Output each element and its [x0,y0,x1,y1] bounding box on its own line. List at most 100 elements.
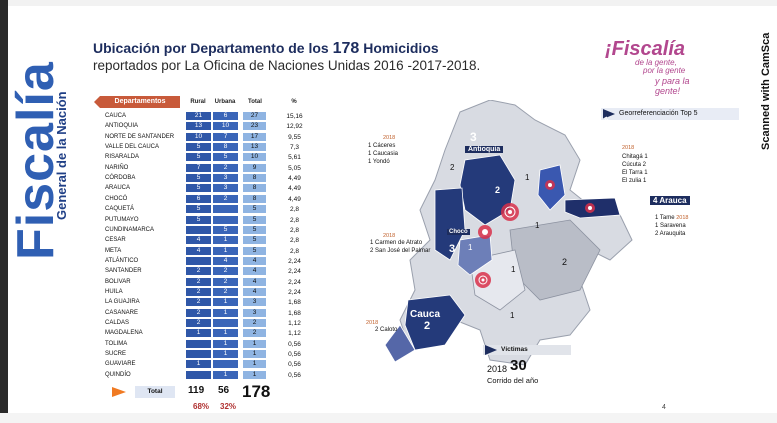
row-rural [186,339,211,348]
table-row: NARIÑO 7 2 9 5,05 [100,163,315,173]
choco-item: 1 Carmen de Atrato [370,240,423,246]
victimas-caption: Corrido del año [487,376,539,385]
row-urbana: 7 [213,132,238,141]
table-row: BOLIVAR 2 2 4 2,24 [100,277,315,287]
row-department: CHOCÓ [105,195,128,202]
antioquia-year: 2018 [383,135,396,141]
total-label: Total [135,386,175,398]
target-arauca [585,203,595,213]
row-department: SANTANDER [105,268,142,275]
row-urbana: 2 [213,287,238,296]
target-norte-santander [545,180,555,190]
row-pct: 1,68 [288,299,301,307]
table-row: QUINDÍO 1 1 0,56 [100,370,315,380]
norte-santander-badge: 5 [595,180,602,194]
row-rural [186,370,211,379]
colombia-map: 2 1 2 1 1 1 2 1 [384,100,633,366]
row-pct: 5,61 [288,154,301,162]
row-rural: 4 [186,246,211,255]
title-suffix: Homicidios [359,40,439,56]
row-department: GUAVIARE [105,361,136,368]
norte-santander-item: Cúcuta 2 [622,162,647,168]
row-rural: 1 [186,360,211,369]
row-department: CALDAS [105,320,130,326]
region-number: 1 [535,221,540,230]
row-department: ATLÁNTICO [105,257,139,264]
row-total: 1 [243,370,266,379]
row-total: 3 [243,298,266,307]
row-pct: 7,3 [289,144,300,152]
row-pct: 12,92 [286,123,303,131]
row-urbana: 1 [213,236,238,245]
row-total: 10 [243,153,266,162]
row-rural: 2 [186,277,211,286]
bottom-bar [0,413,777,423]
row-department: CÓRDOBA [105,175,136,182]
row-department: RISARALDA [105,154,140,161]
row-rural: 1 [186,329,211,338]
row-pct: 2,8 [289,247,300,255]
row-pct: 2,8 [289,206,300,214]
row-total: 2 [243,329,266,338]
arauca-badge-name: 4 Arauca [650,196,690,205]
row-pct: 15,16 [286,113,303,120]
region-number: 1 [510,311,515,320]
row-rural: 6 [186,194,211,203]
row-total: 4 [243,277,266,286]
row-rural: 2 [186,298,211,307]
row-pct: 2,24 [288,278,301,286]
row-urbana: 3 [213,184,238,193]
row-urbana: 1 [213,298,238,307]
row-total: 3 [243,308,266,317]
row-rural: 7 [186,163,211,172]
arrow-icon [112,387,126,397]
table-row: ATLÁNTICO 4 4 2,24 [100,256,315,266]
table-row: CAUCA 21 6 27 15,16 [100,112,315,121]
row-urbana: 1 [213,329,238,338]
region-number: 1 [511,265,516,274]
row-rural: 2 [186,287,211,296]
header-urbana: Urbana [214,99,236,105]
choco-year: 2018 [383,233,396,239]
georef-label: Georreferenciación Top 5 [601,108,739,120]
row-urbana: 10 [213,122,238,131]
row-pct: 4,49 [288,175,301,183]
pct-urbana: 32% [220,402,237,411]
cauca-year: 2018 [366,320,379,326]
row-department: CAQUETÁ [105,206,135,213]
table-row: RISARALDA 5 5 10 5,61 [100,153,315,162]
row-urbana [213,215,238,224]
row-pct: 2,8 [289,237,300,245]
row-pct: 2,8 [289,226,300,234]
row-department: PUTUMAYO [105,216,139,223]
antioquia-item: 1 Yondó [368,159,390,165]
row-pct: 4,49 [288,195,301,203]
arauca-item: 1 Saravena [655,223,686,229]
row-rural: 10 [186,132,211,141]
row-urbana: 1 [213,246,238,255]
row-rural: 13 [186,122,211,131]
row-department: CUNDINAMARCA [105,226,155,233]
target-antioquia [501,203,519,221]
row-urbana: 1 [213,308,238,317]
row-urbana: 2 [213,163,238,172]
table-row: CAQUETÁ 5 5 2,8 [100,205,315,214]
logo-main: ¡Fiscalía [605,38,686,60]
title-prefix: Ubicación por Departamento de los [93,40,333,56]
row-pct: 4,49 [288,185,301,193]
row-rural [186,225,211,234]
row-department: CASANARE [105,309,139,316]
row-department: MAGDALENA [105,330,143,337]
row-total: 1 [243,360,266,369]
row-pct: 0,56 [288,340,301,348]
row-department: HUILA [105,288,123,295]
fiscalia-vertical-logo: Fiscalía General de la Nación [7,10,70,260]
target-choco [478,225,492,239]
row-total: 1 [243,350,266,359]
row-urbana: 2 [213,194,238,203]
header-total: Total [248,99,262,105]
region-number: 2 [562,257,567,267]
logo-line3: y para la gente! [655,76,690,96]
table-row: LA GUAJIRA 2 1 3 1,68 [100,298,315,307]
row-total: 5 [243,205,266,214]
